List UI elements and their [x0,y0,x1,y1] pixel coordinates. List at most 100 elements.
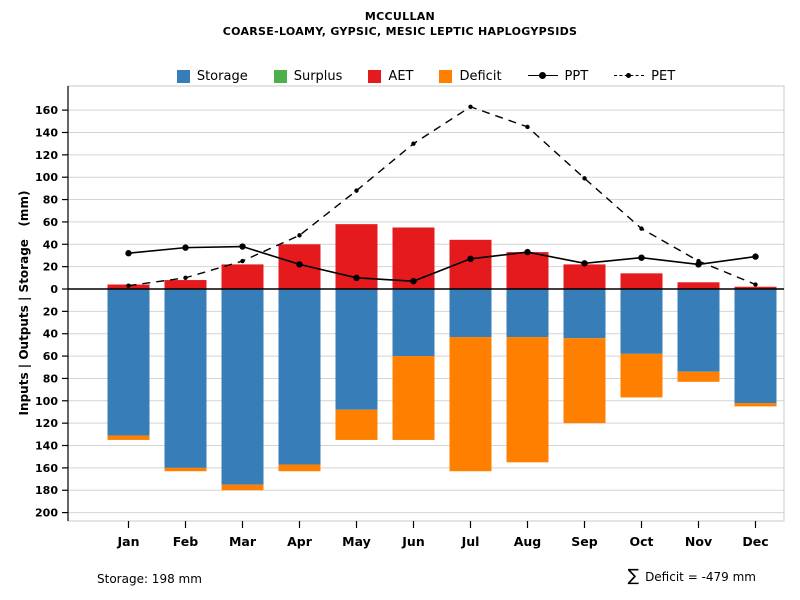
y-tick-label: 180 [35,484,58,497]
chart-legend: Storage Surplus AET Deficit PPT PET [68,66,784,86]
y-tick-label: 0 [50,283,58,296]
line-point-icon [538,72,546,79]
bar-deficit-dec [734,403,777,407]
pet-line-point-dec [753,282,758,287]
pet-line-sample-icon [614,70,645,83]
bar-aet-sep [563,264,606,289]
x-tick-label-feb: Feb [173,534,199,549]
x-tick-label-mar: Mar [229,534,257,549]
y-tick-label: 80 [43,372,59,385]
bar-storage-dec [734,289,777,404]
legend-item-ppt: PPT [527,69,588,84]
ppt-line-point-aug [524,248,531,256]
chart-subtitle: COARSE-LOAMY, GYPSIC, MESIC LEPTIC HAPLO… [222,25,578,38]
y-tick-label: 40 [43,238,59,251]
bar-storage-jul [449,289,492,338]
pet-line-point-apr [297,233,302,238]
x-tick-label-oct: Oct [629,534,653,549]
pet-line-point-jun [411,141,416,146]
ppt-line-point-oct [638,254,645,261]
pet-line-point-jul [468,104,473,109]
pet-line-point-aug [525,124,530,130]
legend-label: Storage [196,68,248,84]
bar-storage-aug [506,289,549,338]
ppt-line-sample-icon [527,70,558,83]
y-tick-label: 100 [35,395,58,408]
legend-item-storage: Storage [176,68,248,84]
x-tick-label-aug: Aug [514,534,542,549]
sigma-symbol: ∑ [627,566,640,586]
bar-deficit-may [335,409,378,440]
pet-line-path [128,105,756,287]
ppt-line-point-nov [695,261,702,268]
x-tick-label-dec: Dec [742,534,768,549]
ppt-line-point-sep [581,260,588,267]
ppt-line-point-apr [296,261,303,268]
storage-swatch-icon [176,69,190,83]
deficit-total-text: Deficit = -479 mm [645,570,756,584]
bar-aet-oct [620,273,663,289]
bar-storage-sep [563,289,606,339]
bar-storage-may [335,289,378,410]
legend-item-surplus: Surplus [273,68,343,84]
bar-storage-jun [392,289,435,357]
surplus-swatch-icon [273,69,287,83]
x-tick-label-jun: Jun [401,534,424,549]
y-tick-label: 20 [43,261,59,274]
bar-deficit-aug [506,337,549,463]
ppt-line-point-may [353,274,360,282]
ppt-line-point-jan [125,250,132,257]
ppt-line-point-dec [752,253,759,260]
deficit-swatch-icon [439,69,453,83]
bar-deficit-oct [620,353,663,398]
y-tick-label: 20 [43,305,59,318]
pet-line-point-sep [582,176,587,181]
x-tick-label-apr: Apr [287,534,313,549]
ppt-line-path [128,245,756,282]
bar-storage-oct [620,289,663,354]
y-tick-label: 140 [35,126,58,139]
pet-line-point-oct [639,226,644,231]
y-tick-label: 40 [43,328,59,341]
chart-title: MCCULLAN [364,10,436,23]
storage-note: Storage: 198 mm [97,572,202,586]
legend-label: Surplus [293,68,343,84]
y-tick-label: 200 [35,507,58,520]
bar-storage-apr [278,289,321,465]
bar-aet-dec [734,286,777,289]
pet-line-point-may [354,188,359,193]
bar-deficit-apr [278,464,321,472]
y-tick-label: 160 [35,104,58,117]
y-tick-label: 120 [35,149,58,162]
y-tick-label: 60 [43,216,59,229]
ppt-line [125,243,759,285]
aet-swatch-icon [368,69,382,83]
pet-line-point-jan [126,283,131,288]
x-tick-label-may: May [342,534,371,549]
y-axis: 2001801601401201008060402002040608010012… [35,86,69,521]
x-tick-label-jul: Jul [461,534,480,549]
deficit-total-note: ∑ Deficit = -479 mm [628,566,756,586]
bar-storage-nov [677,289,720,372]
y-tick-label: 140 [35,440,58,453]
legend-item-deficit: Deficit [439,69,502,84]
bar-aet-feb [164,280,207,289]
bar-storage-feb [164,289,207,468]
bar-deficit-nov [677,371,720,382]
bar-storage-jan [107,289,150,436]
y-tick-label: 60 [43,350,59,363]
x-tick-label-sep: Sep [571,534,597,549]
bar-deficit-sep [563,338,606,424]
bar-deficit-jan [107,435,150,440]
x-tick-label-nov: Nov [685,534,712,549]
x-tick-label-jan: Jan [117,534,140,549]
x-axis: Jan Feb Mar Apr May Jun Jul Aug Sep Oct Nov Dec [117,521,769,549]
bar-aet-mar [221,264,264,289]
pet-line-point-mar [240,258,245,264]
bar-deficit-feb [164,467,207,472]
bar-deficit-mar [221,484,264,491]
y-tick-label: 80 [43,194,59,207]
pet-line [126,104,758,288]
pet-line-point-feb [183,275,188,281]
